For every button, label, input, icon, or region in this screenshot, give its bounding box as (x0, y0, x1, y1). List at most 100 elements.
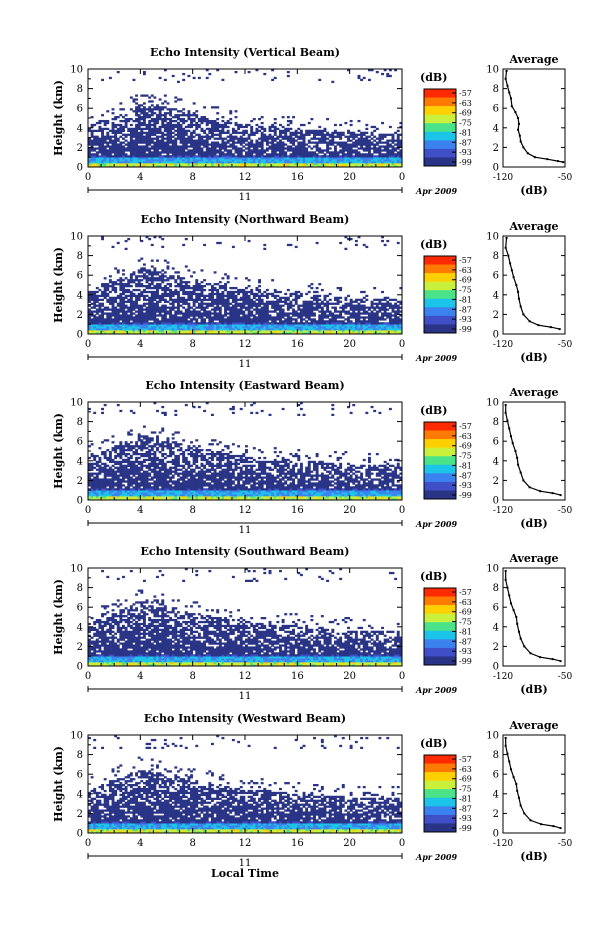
profile-point (507, 254, 510, 257)
colorbar-band (424, 315, 456, 325)
colorbar-band (424, 290, 456, 300)
profile-y-tick-label: 2 (493, 310, 499, 321)
profile-y-tick-label: 8 (493, 84, 499, 95)
profile-point (514, 450, 517, 452)
colorbar-tick-label: -63 (459, 99, 472, 108)
colorbar-band (424, 596, 456, 606)
heatmap-field (88, 568, 403, 667)
x-tick-label: 0 (85, 505, 91, 516)
x-tick-label: 8 (189, 838, 195, 849)
profile-y-tick-label: 0 (493, 163, 499, 174)
profile-point (509, 768, 512, 771)
profile-y-tick-label: 6 (493, 437, 499, 448)
profile-y-tick-label: 4 (493, 456, 499, 467)
colorbar-frame (423, 421, 457, 500)
colorbar-band (424, 622, 456, 632)
colorbar-frame (423, 88, 457, 167)
profile-point (549, 326, 552, 329)
colorbar-band (424, 630, 456, 640)
y-tick-label: 0 (77, 662, 83, 673)
y-tick-label: 10 (70, 65, 83, 76)
colorbar-tick-label: -99 (459, 491, 472, 500)
colorbar-tick-label: -69 (459, 775, 472, 784)
colorbar-band (424, 298, 456, 308)
profile-line (505, 404, 561, 496)
colorbar-tick-label: -57 (459, 256, 472, 265)
x-tick-label: 0 (399, 172, 405, 183)
profile-point (508, 91, 511, 94)
profile-point (512, 776, 515, 779)
colorbar-tick-label: -69 (459, 276, 472, 285)
profile-y-tick-label: 6 (493, 603, 499, 614)
profile-x-tick-label: -50 (558, 340, 573, 350)
profile-point (529, 652, 532, 655)
profile-y-tick-label: 10 (486, 65, 499, 76)
profile-point (519, 140, 522, 143)
profile-point (559, 494, 562, 497)
colorbar-tick-label: -87 (459, 305, 472, 314)
colorbar-unit: (dB) (420, 71, 447, 84)
y-tick-label: 4 (77, 456, 83, 467)
colorbar-band (424, 89, 456, 98)
colorbar-tick-label: -87 (459, 471, 472, 480)
colorbar-band (424, 588, 456, 597)
profile-point (510, 105, 513, 108)
colorbar-band (424, 157, 456, 167)
profile-x-tick-label: -50 (558, 839, 573, 849)
x-tick-label: 4 (137, 838, 143, 849)
profile-point (526, 152, 529, 155)
profile-y-tick-label: 6 (493, 770, 499, 781)
x-tick-label: 12 (239, 838, 252, 849)
profile-y-tick-label: 10 (486, 232, 499, 243)
colorbar-tick-label: -69 (459, 109, 472, 118)
colorbar-band (424, 647, 456, 657)
x-tick-label: 8 (189, 671, 195, 682)
x-tick-label: 4 (137, 505, 143, 516)
panel-2: Echo Intensity (Northward Beam) 0 2 4 6 8 10 0 4… (52, 213, 573, 370)
x-tick-label: 4 (137, 671, 143, 682)
profile-line (505, 237, 560, 330)
profile-point (504, 569, 507, 572)
profile-point (562, 161, 565, 164)
x-tick-label: 20 (343, 505, 356, 516)
colorbar-band (424, 806, 456, 816)
profile-point (506, 419, 509, 422)
profile-point (506, 752, 509, 755)
x-tick-label: 8 (189, 505, 195, 516)
profile-y-tick-label: 2 (493, 642, 499, 653)
y-axis-label: Height (km) (52, 413, 65, 489)
profile-frame (502, 235, 566, 335)
y-tick-label: 8 (77, 583, 83, 594)
profile-point (504, 744, 507, 747)
profile-point (509, 602, 512, 605)
date-label: Apr 2009 (415, 685, 458, 695)
x-tick-label: 0 (85, 838, 91, 849)
profile-point (517, 297, 520, 300)
x-tick-label: 20 (343, 172, 356, 183)
colorbar-band (424, 106, 456, 115)
profile-point (546, 158, 549, 161)
profile-point (528, 320, 531, 323)
profile-point (519, 305, 522, 308)
profile-point (506, 84, 509, 87)
profile-point (519, 637, 522, 640)
heatmap-field (88, 735, 403, 834)
profile-point (505, 236, 508, 239)
y-tick-label: 4 (77, 123, 83, 134)
y-tick-label: 8 (77, 251, 83, 262)
profile-point (511, 442, 514, 445)
profile-point (519, 804, 522, 807)
day-label: 11 (239, 525, 252, 536)
y-tick-label: 8 (77, 417, 83, 428)
colorbar-unit: (dB) (420, 404, 447, 417)
profile-y-tick-label: 4 (493, 290, 499, 301)
colorbar-tick-label: -57 (459, 89, 472, 98)
profile-y-tick-label: 4 (493, 123, 499, 134)
colorbar-tick-label: -81 (459, 128, 472, 137)
profile-point (537, 324, 540, 327)
colorbar-band (424, 613, 456, 623)
profile-point (504, 77, 507, 80)
profile-point (508, 427, 511, 430)
colorbar-tick-label: -87 (459, 804, 472, 813)
profile-title: Average (508, 719, 558, 732)
